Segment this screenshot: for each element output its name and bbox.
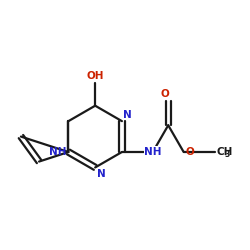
Text: N: N (123, 110, 132, 120)
Text: CH: CH (217, 147, 233, 157)
Text: NH: NH (49, 147, 67, 157)
Text: O: O (161, 89, 170, 99)
Text: 3: 3 (225, 150, 230, 159)
Text: OH: OH (86, 71, 104, 81)
Text: O: O (185, 147, 194, 157)
Text: NH: NH (144, 147, 162, 157)
Text: N: N (97, 169, 106, 179)
